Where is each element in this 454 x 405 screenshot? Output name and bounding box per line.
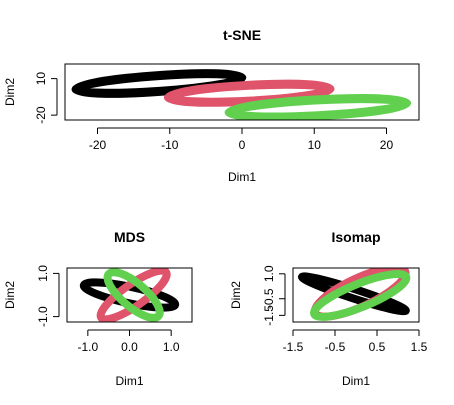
chart-title: Isomap bbox=[331, 229, 380, 245]
series-3-points bbox=[310, 269, 411, 321]
x-axis-label: Dim1 bbox=[115, 374, 143, 388]
chart-title: t-SNE bbox=[223, 27, 261, 43]
x-tick-label: 0.0 bbox=[121, 340, 138, 354]
x-tick-label: -1.0 bbox=[77, 340, 98, 354]
x-tick-label: 1.0 bbox=[163, 340, 180, 354]
series-group bbox=[71, 69, 412, 120]
x-tick-label: 0.5 bbox=[369, 340, 386, 354]
x-tick-label: 10 bbox=[308, 138, 322, 152]
series-group bbox=[297, 268, 411, 321]
y-tick-label: -20 bbox=[34, 106, 48, 124]
series-1-points bbox=[71, 69, 247, 98]
y-axis-label: Dim2 bbox=[229, 281, 243, 309]
y-tick-label: -1.0 bbox=[36, 306, 50, 327]
x-tick-label: -20 bbox=[89, 138, 107, 152]
y-tick-label: 10 bbox=[34, 72, 48, 86]
series-3-points bbox=[224, 94, 412, 120]
series-3-points bbox=[103, 268, 164, 322]
y-tick-label: 1.0 bbox=[262, 265, 276, 282]
plot-frame bbox=[64, 63, 420, 121]
series-2-points bbox=[163, 79, 335, 107]
chart-panel-2: MDS -1.0 0.0 1.0 1.0 -1.0 Dim1 Dim2 bbox=[3, 229, 193, 388]
series-2-points bbox=[96, 268, 171, 322]
y-axis-label: Dim2 bbox=[3, 281, 17, 309]
y-tick-label: 1.0 bbox=[36, 265, 50, 282]
x-tick-label: 20 bbox=[380, 138, 394, 152]
y-tick-label: -0.5 bbox=[262, 288, 276, 309]
x-tick-label: -10 bbox=[161, 138, 179, 152]
x-tick-label: -0.5 bbox=[325, 340, 346, 354]
x-tick-label: 1.5 bbox=[411, 340, 428, 354]
y-axis-label: Dim2 bbox=[3, 78, 17, 106]
plot-frame bbox=[66, 267, 193, 323]
x-tick-label: 0 bbox=[239, 138, 246, 152]
chart-panel-1: t-SNE -20 -10 0 10 20 -20 10 Dim1 Dim2 bbox=[3, 27, 420, 184]
x-axis-label: Dim1 bbox=[342, 374, 370, 388]
series-group bbox=[79, 268, 180, 322]
x-tick-label: -1.5 bbox=[283, 340, 304, 354]
x-axis-label: Dim1 bbox=[228, 170, 256, 184]
y-tick-label: -1.5 bbox=[262, 305, 276, 326]
chart-title: MDS bbox=[114, 229, 145, 245]
series-1-points bbox=[297, 272, 410, 316]
plot-frame bbox=[292, 267, 420, 323]
